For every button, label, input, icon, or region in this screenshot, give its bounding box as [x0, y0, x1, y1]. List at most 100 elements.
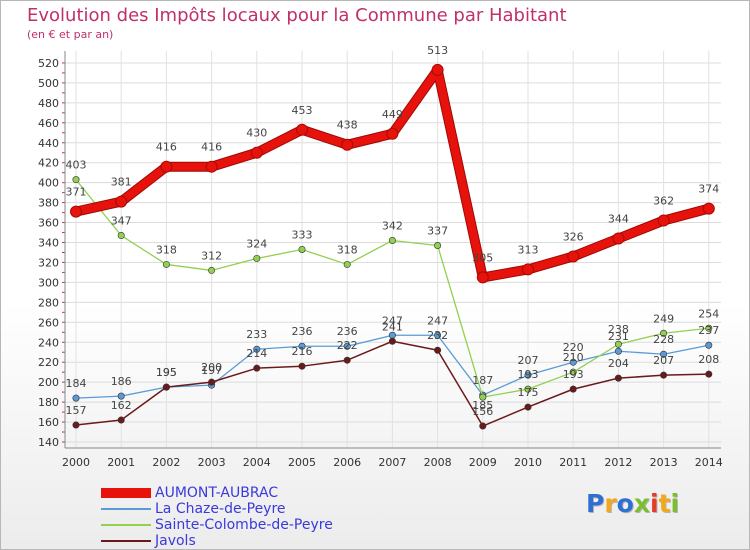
- data-label: 207: [518, 354, 539, 367]
- legend-swatch: [101, 524, 151, 526]
- data-point: [569, 385, 577, 393]
- data-point: [162, 260, 170, 268]
- data-label: 187: [472, 374, 493, 387]
- series-aumont-aubrac: [70, 63, 715, 284]
- data-label: 156: [472, 405, 493, 418]
- data-label: 237: [698, 324, 719, 337]
- data-label: 236: [292, 325, 313, 338]
- data-label: 162: [111, 399, 132, 412]
- y-tick-label: 520: [38, 57, 59, 70]
- y-tick-label: 360: [38, 217, 59, 230]
- x-tick-label: 2014: [695, 456, 723, 469]
- data-point: [115, 195, 128, 208]
- legend-label: La Chaze-de-Peyre: [155, 501, 286, 517]
- logo-letter: o: [616, 489, 634, 518]
- data-label: 193: [518, 368, 539, 381]
- data-label: 430: [246, 127, 267, 140]
- data-point: [431, 63, 444, 76]
- data-label: 175: [518, 386, 539, 399]
- data-label: 216: [292, 345, 313, 358]
- data-label: 220: [563, 341, 584, 354]
- data-label: 228: [653, 333, 674, 346]
- x-tick-label: 2005: [288, 456, 316, 469]
- data-label: 347: [111, 215, 132, 228]
- data-point: [117, 392, 125, 400]
- x-tick-label: 2000: [62, 456, 90, 469]
- y-tick-label: 500: [38, 77, 59, 90]
- logo-letter: t: [658, 489, 671, 518]
- data-label: 204: [608, 357, 629, 370]
- logo-letter: r: [604, 489, 617, 518]
- x-tick-label: 2003: [198, 456, 226, 469]
- y-tick-label: 380: [38, 197, 59, 210]
- x-tick-label: 2006: [333, 456, 361, 469]
- data-label: 197: [201, 364, 222, 377]
- data-point: [72, 421, 80, 429]
- data-point: [117, 416, 125, 424]
- legend-swatch: [101, 488, 151, 498]
- y-tick-label: 480: [38, 97, 59, 110]
- y-tick-label: 220: [38, 356, 59, 369]
- y-tick-label: 180: [38, 396, 59, 409]
- data-point: [476, 271, 489, 284]
- data-point: [386, 127, 399, 140]
- x-tick-label: 2012: [604, 456, 632, 469]
- logo-letter: i: [650, 489, 659, 518]
- data-point: [162, 383, 170, 391]
- data-label: 313: [518, 243, 539, 256]
- data-point: [612, 232, 625, 245]
- data-point: [569, 368, 577, 376]
- data-label: 207: [653, 354, 674, 367]
- data-point: [253, 364, 261, 372]
- data-label: 333: [292, 228, 313, 241]
- data-point: [660, 350, 668, 358]
- data-label: 403: [66, 159, 87, 172]
- x-tick-label: 2001: [107, 456, 135, 469]
- y-tick-label: 420: [38, 157, 59, 170]
- legend-label: Sainte-Colombe-de-Peyre: [155, 517, 333, 533]
- data-label: 312: [201, 249, 222, 262]
- data-point: [614, 347, 622, 355]
- data-point: [205, 160, 218, 173]
- y-tick-label: 440: [38, 137, 59, 150]
- y-tick-label: 160: [38, 416, 59, 429]
- data-label: 438: [337, 119, 358, 132]
- y-tick-label: 320: [38, 256, 59, 269]
- data-point: [160, 160, 173, 173]
- x-tick-label: 2007: [378, 456, 406, 469]
- data-label: 305: [472, 251, 493, 264]
- data-label: 324: [246, 237, 267, 250]
- data-point: [343, 342, 351, 350]
- data-point: [614, 374, 622, 382]
- x-tick-label: 2004: [243, 456, 271, 469]
- data-point: [705, 370, 713, 378]
- series-sainte-colombe-de-peyre: [72, 176, 713, 401]
- data-point: [524, 371, 532, 379]
- data-point: [70, 205, 82, 218]
- data-label: 344: [608, 213, 629, 226]
- data-label: 214: [246, 347, 267, 360]
- data-label: 184: [66, 377, 87, 390]
- data-label: 231: [608, 330, 629, 343]
- data-label: 374: [698, 183, 719, 196]
- data-point: [208, 378, 216, 386]
- data-point: [660, 329, 668, 337]
- data-point: [705, 341, 713, 349]
- series-layer: [70, 63, 715, 430]
- data-label: 337: [427, 224, 448, 237]
- chart-subtitle: (en € et par an): [27, 28, 114, 41]
- data-label: 326: [563, 230, 584, 243]
- data-point: [298, 245, 306, 253]
- data-point: [117, 232, 125, 240]
- data-point: [702, 202, 715, 215]
- x-tick-label: 2009: [469, 456, 497, 469]
- data-label: 210: [563, 351, 584, 364]
- data-label: 453: [292, 104, 313, 117]
- data-label: 247: [427, 314, 448, 327]
- data-point: [253, 254, 261, 262]
- data-label: 157: [66, 404, 87, 417]
- y-tick-label: 340: [38, 237, 59, 250]
- data-point: [253, 345, 261, 353]
